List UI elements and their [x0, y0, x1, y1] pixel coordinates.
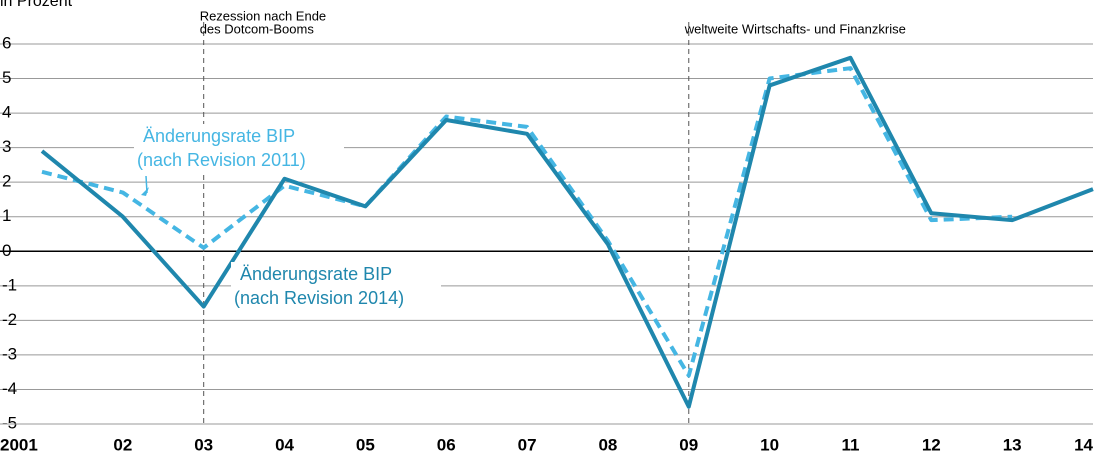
y-tick-label: -5 — [2, 413, 17, 432]
y-tick-label: 3 — [2, 137, 11, 156]
label-bg — [134, 124, 344, 174]
series-label: Änderungsrate BIP (nach Revision 2011) — [137, 126, 306, 170]
x-tick-label: 12 — [922, 435, 941, 454]
y-tick-label: 5 — [2, 68, 11, 87]
x-tick-label: 08 — [598, 435, 617, 454]
y-axis-label: in Prozent — [0, 0, 73, 10]
y-tick-label: 1 — [2, 206, 11, 225]
y-tick-label: -4 — [2, 379, 17, 398]
y-tick-label: 0 — [2, 241, 11, 260]
label-arrowhead — [141, 187, 149, 196]
x-tick-label: 07 — [518, 435, 537, 454]
x-tick-label: 05 — [356, 435, 375, 454]
x-tick-label: 03 — [194, 435, 213, 454]
annotation-text: Rezession nach Ende — [200, 8, 326, 23]
y-tick-label: 2 — [2, 172, 11, 191]
x-tick-label: 11 — [841, 435, 859, 454]
x-tick-label: 04 — [275, 435, 294, 454]
x-tick-label: 14 — [1074, 435, 1093, 454]
y-tick-label: -1 — [2, 275, 17, 294]
x-tick-label: 10 — [760, 435, 779, 454]
series-line — [40, 55, 1094, 409]
series-line — [41, 66, 1013, 378]
y-tick-label: 6 — [2, 33, 11, 52]
y-tick-label: -2 — [2, 310, 17, 329]
x-tick-label: 02 — [113, 435, 132, 454]
annotation-text: weltweite Wirtschafts- und Finanzkrise — [684, 21, 906, 36]
y-tick-label: -3 — [2, 344, 17, 363]
y-tick-label: 4 — [2, 103, 11, 122]
series-label: Änderungsrate BIP (nach Revision 2014) — [234, 264, 404, 308]
annotation-text: des Dotcom-Booms — [200, 21, 315, 36]
x-tick-label: 2001 — [0, 435, 38, 454]
x-tick-label: 09 — [679, 435, 698, 454]
x-tick-label: 13 — [1003, 435, 1022, 454]
x-tick-label: 06 — [437, 435, 456, 454]
label-bg — [231, 262, 441, 312]
